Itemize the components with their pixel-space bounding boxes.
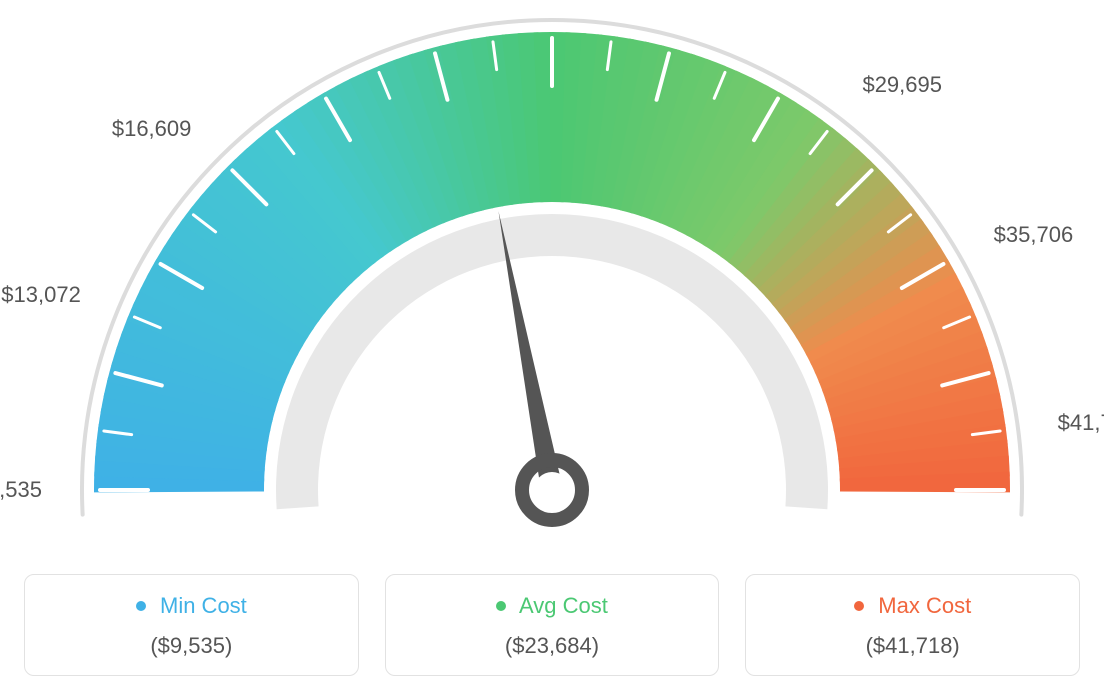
legend-max-value: ($41,718) bbox=[756, 633, 1069, 659]
gauge-scale-label: $35,706 bbox=[994, 222, 1074, 248]
legend-min-value: ($9,535) bbox=[35, 633, 348, 659]
cost-gauge: $9,535$13,072$16,609$23,684$29,695$35,70… bbox=[12, 0, 1092, 540]
legend-avg-label: Avg Cost bbox=[519, 593, 608, 618]
legend-max-label: Max Cost bbox=[878, 593, 971, 618]
legend-min-dot-icon bbox=[136, 601, 146, 611]
gauge-scale-label: $13,072 bbox=[1, 282, 81, 308]
legend-avg-value: ($23,684) bbox=[396, 633, 709, 659]
legend-row: Min Cost ($9,535) Avg Cost ($23,684) Max… bbox=[24, 574, 1080, 676]
legend-min-card: Min Cost ($9,535) bbox=[24, 574, 359, 676]
gauge-scale-label: $9,535 bbox=[0, 477, 42, 503]
legend-avg-title: Avg Cost bbox=[396, 593, 709, 619]
legend-max-title: Max Cost bbox=[756, 593, 1069, 619]
legend-min-label: Min Cost bbox=[160, 593, 247, 618]
gauge-scale-label: $29,695 bbox=[862, 72, 942, 98]
gauge-scale-label: $41,718 bbox=[1058, 410, 1104, 436]
legend-avg-card: Avg Cost ($23,684) bbox=[385, 574, 720, 676]
legend-min-title: Min Cost bbox=[35, 593, 348, 619]
gauge-scale-label: $16,609 bbox=[112, 116, 192, 142]
legend-max-card: Max Cost ($41,718) bbox=[745, 574, 1080, 676]
legend-avg-dot-icon bbox=[496, 601, 506, 611]
legend-max-dot-icon bbox=[854, 601, 864, 611]
